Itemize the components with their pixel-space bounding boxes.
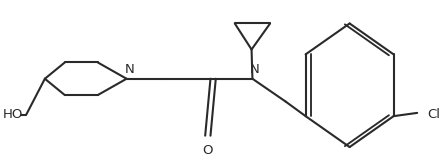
- Text: Cl: Cl: [427, 108, 440, 121]
- Text: N: N: [250, 63, 260, 76]
- Text: O: O: [202, 144, 213, 157]
- Text: N: N: [125, 63, 135, 76]
- Text: HO: HO: [3, 108, 23, 121]
